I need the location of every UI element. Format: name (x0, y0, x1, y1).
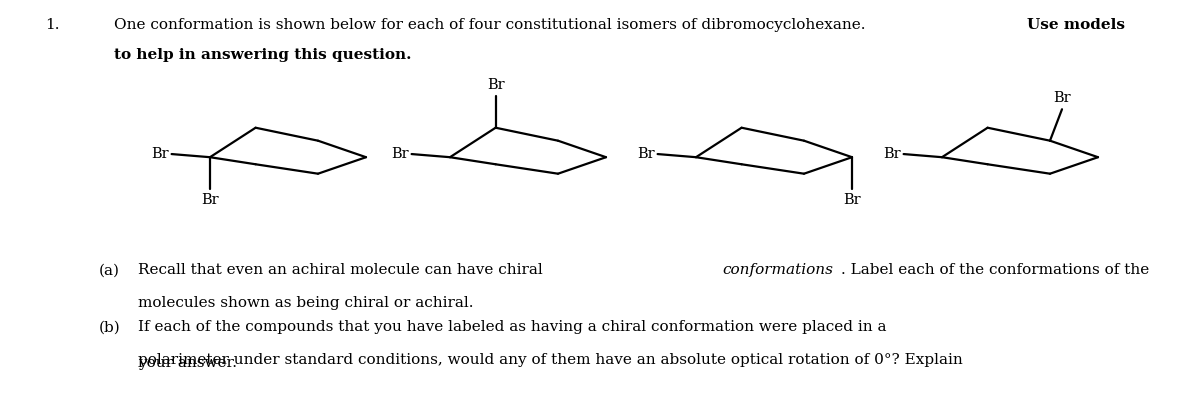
Text: Br: Br (637, 147, 655, 161)
Text: Br: Br (844, 193, 860, 207)
Text: If each of the compounds that you have labeled as having a chiral conformation w: If each of the compounds that you have l… (138, 320, 887, 334)
Text: . Label each of the conformations of the: . Label each of the conformations of the (841, 263, 1150, 277)
Text: Br: Br (151, 147, 169, 161)
Text: (b): (b) (98, 320, 120, 334)
Text: molecules shown as being chiral or achiral.: molecules shown as being chiral or achir… (138, 296, 474, 310)
Text: your answer.: your answer. (138, 356, 238, 370)
Text: Use models: Use models (1027, 18, 1126, 32)
Text: Br: Br (391, 147, 409, 161)
Text: Br: Br (1054, 91, 1070, 105)
Text: Recall that even an achiral molecule can have chiral: Recall that even an achiral molecule can… (138, 263, 547, 277)
Text: (a): (a) (98, 263, 120, 277)
Text: polarimeter under standard conditions, would any of them have an absolute optica: polarimeter under standard conditions, w… (138, 353, 962, 367)
Text: One conformation is shown below for each of four constitutional isomers of dibro: One conformation is shown below for each… (114, 18, 870, 32)
Text: Br: Br (883, 147, 901, 161)
Text: to help in answering this question.: to help in answering this question. (114, 48, 412, 62)
Text: conformations: conformations (722, 263, 833, 277)
Text: Br: Br (202, 193, 218, 207)
Text: 1.: 1. (46, 18, 60, 32)
Text: Br: Br (487, 78, 504, 92)
